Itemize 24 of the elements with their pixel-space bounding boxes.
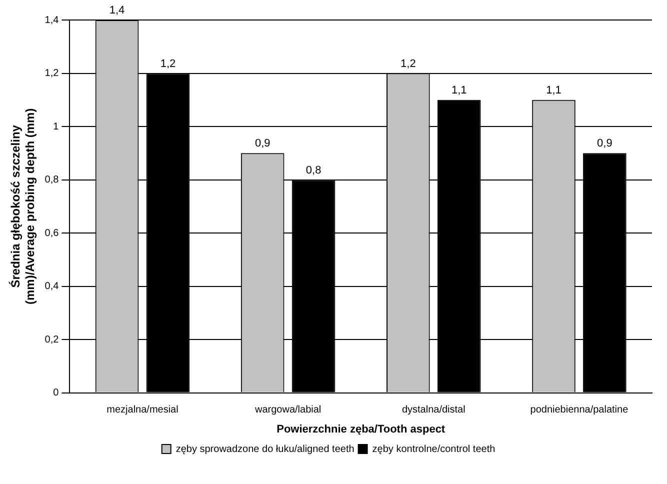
data-label: 0,9 (254, 138, 270, 150)
data-label: 1,2 (400, 58, 416, 70)
legend-label: zęby kontrolne/control teeth (372, 444, 496, 455)
y-tick-label: 1,4 (44, 14, 60, 26)
data-label: 0,8 (306, 164, 322, 176)
y-tick-label: 0,6 (44, 228, 60, 239)
x-axis-title: Powierzchnie zęba/Tooth aspect (276, 423, 446, 436)
y-tick-label: 1,2 (44, 68, 60, 80)
data-label: 1,4 (109, 4, 125, 17)
legend-label: zęby sprowadzone do łuku/aligned teeth (176, 444, 354, 455)
y-tick-label: 0,2 (44, 334, 60, 346)
x-tick-label: dystalna/distal (402, 404, 466, 416)
data-label: 0,9 (597, 138, 612, 150)
x-tick-label: podniebienna/palatine (530, 404, 629, 416)
x-tick-label: wargowa/labial (254, 404, 322, 416)
y-axis-title: Średnia głębokość szczeliny (mm)/Average probing depth (mm) (8, 108, 37, 305)
y-tick-label: 1 (53, 121, 60, 132)
data-label: 1,1 (451, 84, 467, 96)
y-tick-label: 0 (53, 388, 60, 399)
y-tick-label: 0,8 (44, 174, 60, 186)
y-tick-label: 0,4 (44, 281, 60, 292)
data-label: 1,2 (160, 58, 176, 70)
x-tick-label: mezjalna/mesial (106, 404, 178, 416)
data-label: 1,1 (546, 84, 562, 96)
